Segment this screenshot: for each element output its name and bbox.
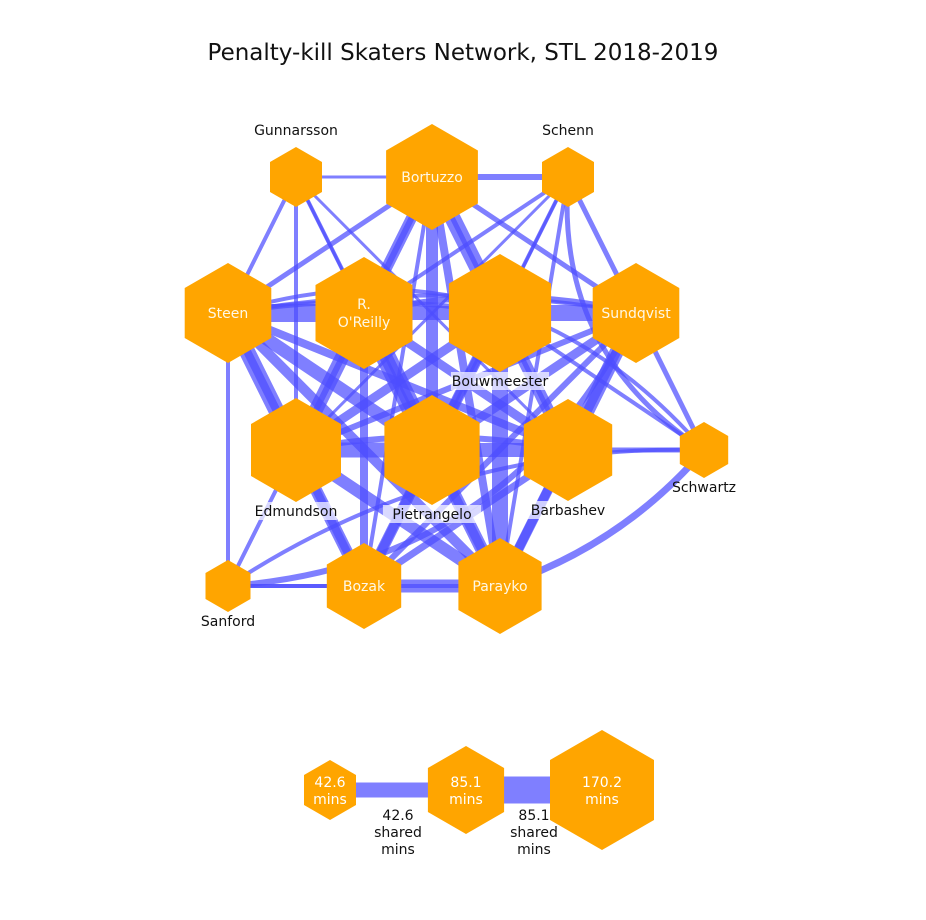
node-label-schwartz: Schwartz <box>672 480 736 496</box>
node-barbashev <box>523 399 613 501</box>
legend-node-label-0: 42.6 mins <box>313 775 347 808</box>
node-bortuzzo <box>386 124 478 230</box>
label-layer: Gunnarsson Bortuzzo Schenn Steen R. O'Reilly B… <box>201 123 736 630</box>
node-parayko <box>458 538 542 634</box>
chart-title: Penalty-kill Skaters Network, STL 2018-2… <box>207 40 719 66</box>
node-label-bozak: Bozak <box>343 579 386 595</box>
node-sundqvist <box>592 263 680 363</box>
node-edmundson <box>251 398 341 502</box>
node-label-edmundson: Edmundson <box>255 504 338 520</box>
node-pietrangelo <box>384 395 480 505</box>
node-label-schenn: Schenn <box>542 123 594 139</box>
legend-node-2 <box>550 730 654 850</box>
node-bouwmeester <box>448 254 552 372</box>
legend-node-label-2: 170.2 mins <box>582 775 622 808</box>
node-label-pietrangelo: Pietrangelo <box>392 507 471 523</box>
node-oreilly <box>315 257 413 369</box>
legend-edge-label-1: 85.1 shared mins <box>510 808 558 858</box>
node-layer <box>184 124 729 634</box>
node-schenn <box>542 147 594 207</box>
node-label-oreilly: R. O'Reilly <box>338 297 391 331</box>
node-gunnarsson <box>270 147 322 207</box>
node-sanford <box>205 560 251 612</box>
legend-node-label-1: 85.1 mins <box>449 775 483 808</box>
node-label-parayko: Parayko <box>472 579 527 595</box>
node-label-bouwmeester: Bouwmeester <box>452 374 549 390</box>
node-steen <box>184 263 272 363</box>
legend-edge-label-0: 42.6 shared mins <box>374 808 422 858</box>
label-bg-bouwmeester <box>450 372 550 390</box>
node-bozak <box>326 543 402 629</box>
node-label-sanford: Sanford <box>201 614 255 630</box>
node-schwartz <box>679 422 729 478</box>
size-legend: 42.6 mins 85.1 mins 170.2 mins 42.6 shared mins 8… <box>304 730 654 858</box>
label-bg-barbashev <box>527 501 609 519</box>
node-label-barbashev: Barbashev <box>531 503 605 519</box>
node-label-steen: Steen <box>208 306 248 322</box>
node-label-sundqvist: Sundqvist <box>601 306 671 322</box>
label-bg-pietrangelo <box>382 505 482 523</box>
label-bg-edmundson <box>255 502 337 520</box>
node-label-gunnarsson: Gunnarsson <box>254 123 338 139</box>
node-label-bortuzzo: Bortuzzo <box>401 170 463 186</box>
legend-node-1 <box>427 746 505 834</box>
legend-node-0 <box>304 760 356 820</box>
